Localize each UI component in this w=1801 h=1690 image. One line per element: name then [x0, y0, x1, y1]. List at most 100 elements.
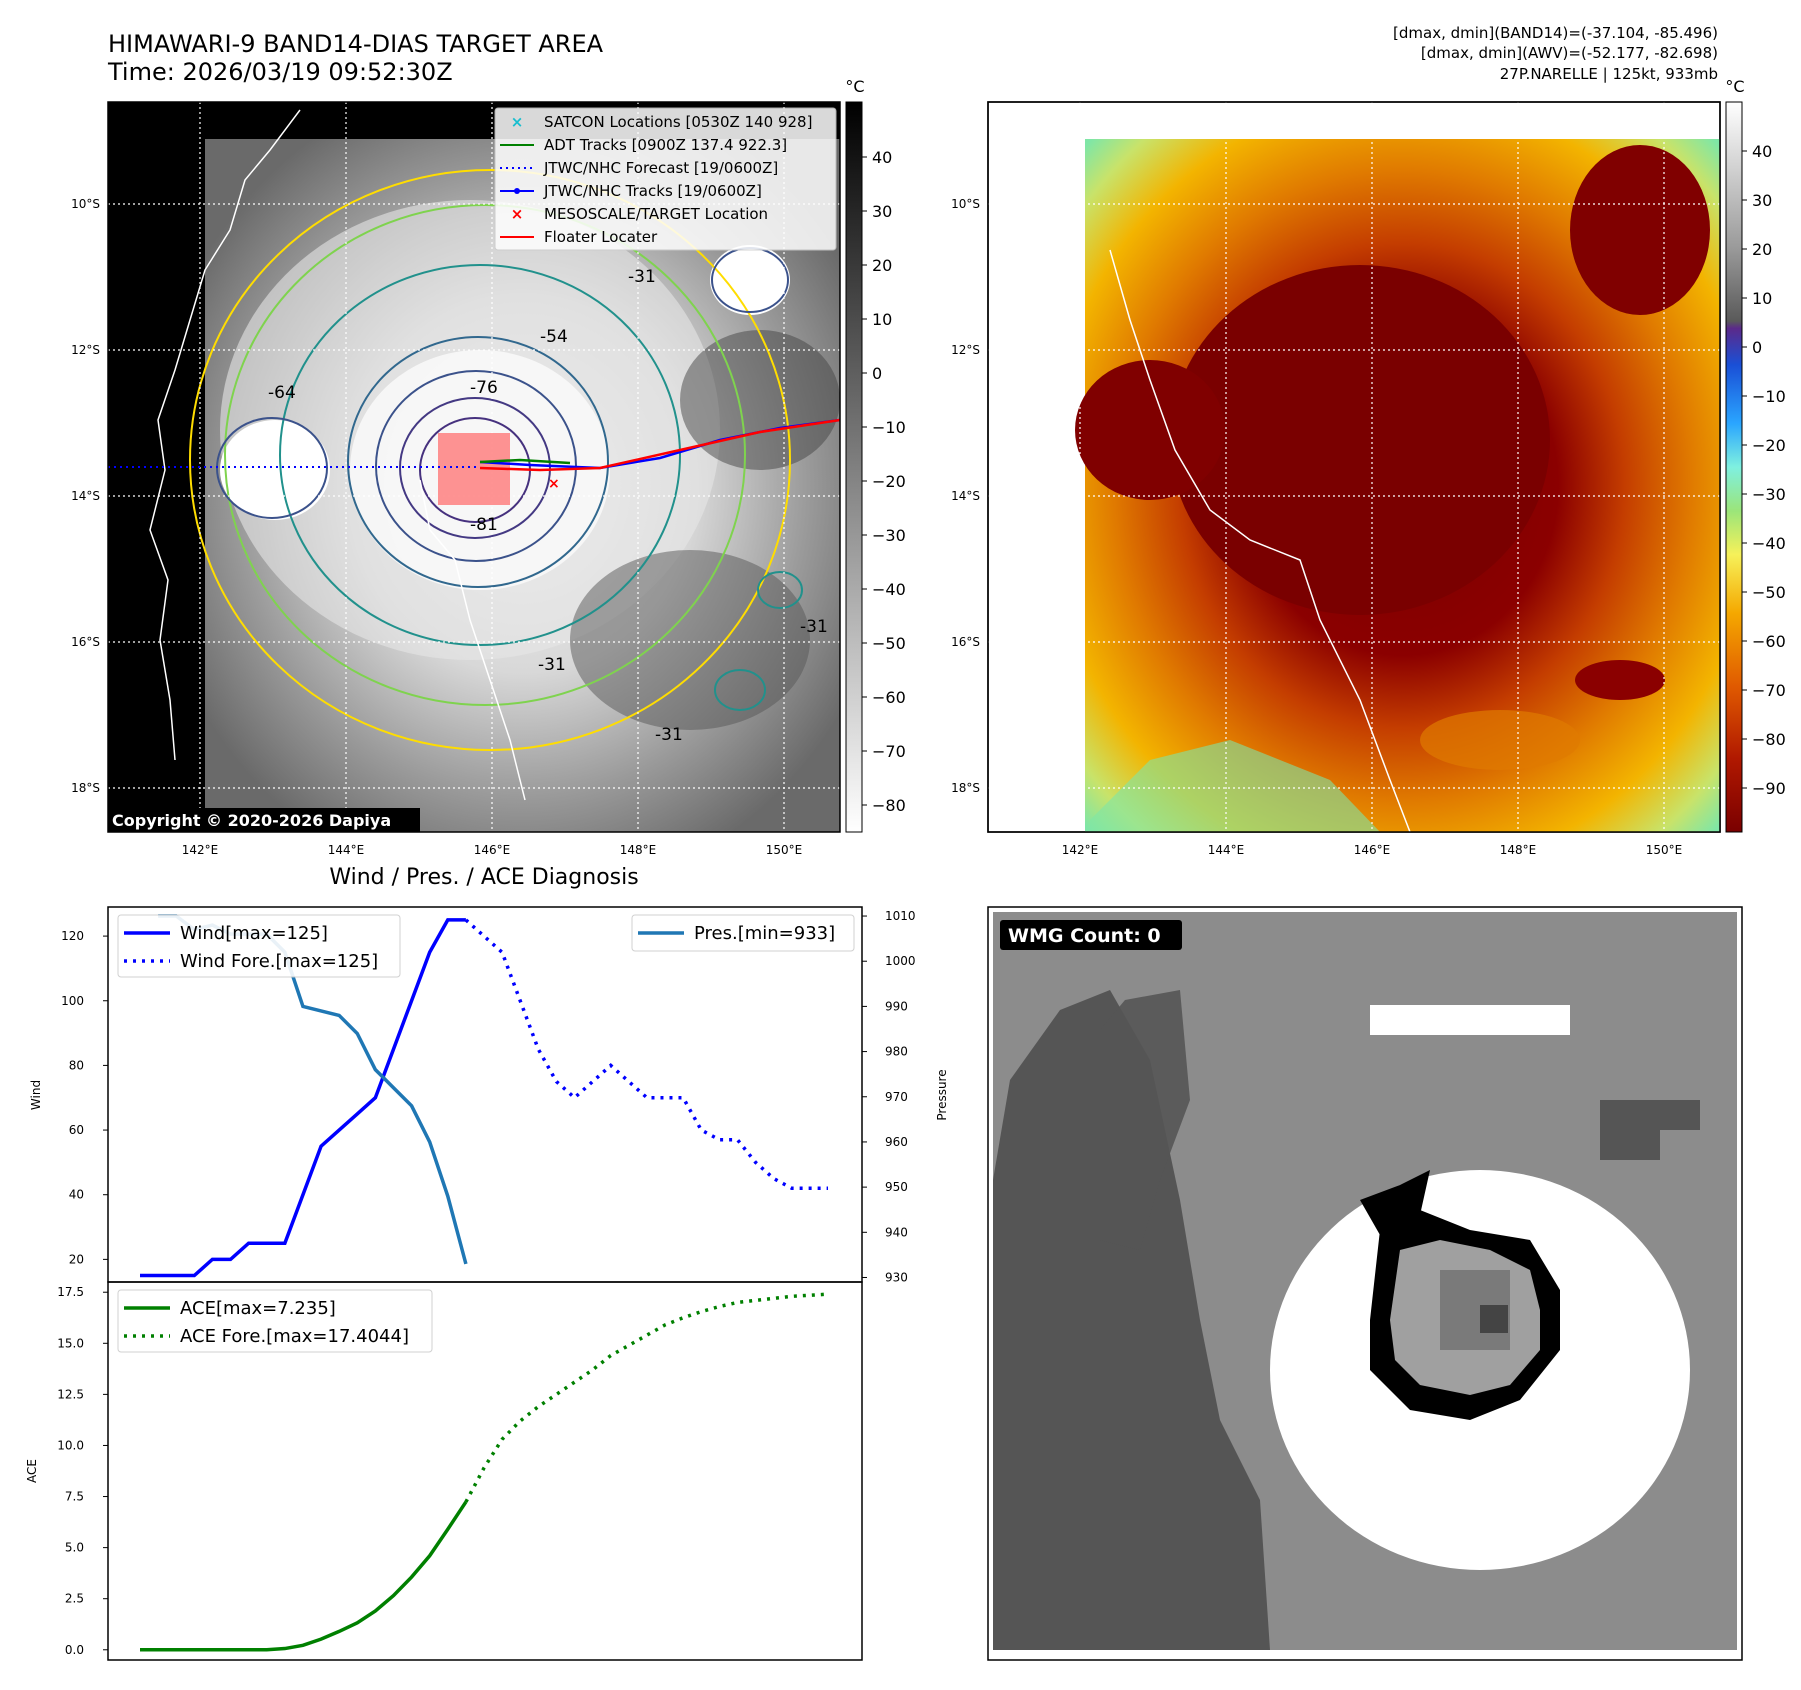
ace-tick-label: 15.0 — [57, 1336, 84, 1350]
legend-label: SATCON Locations [0530Z 140 928] — [544, 113, 812, 131]
lat-tick-label: 16°S — [951, 635, 980, 649]
legend-label: MESOSCALE/TARGET Location — [544, 205, 768, 223]
lon-tick-label: 150°E — [1646, 843, 1683, 857]
legend-label: Pres.[min=933] — [694, 923, 835, 944]
mesoscale-target-marker: × — [548, 476, 560, 492]
wind-legend: Wind[max=125] Wind Fore.[max=125] — [117, 914, 401, 978]
pressure-tick-label: 940 — [885, 1225, 908, 1239]
contour-label: -76 — [470, 378, 498, 398]
legend-entry: ADT Tracks [0900Z 137.4 922.3] — [500, 136, 787, 154]
ace-axis-label: ACE — [25, 1459, 39, 1483]
pressure-tick-label: 950 — [885, 1180, 908, 1194]
contour-label: -31 — [800, 617, 828, 637]
colorbar-tick-label: 20 — [872, 256, 892, 275]
colorbar-tick-label: −20 — [1752, 436, 1786, 455]
colorbar-tick-label: 10 — [1752, 289, 1772, 308]
legend-label: Wind[max=125] — [180, 923, 328, 944]
legend-entry: JTWC/NHC Tracks [19/0600Z] — [500, 182, 762, 200]
lon-tick-label: 142°E — [1062, 843, 1099, 857]
colorbar-tick-label: −60 — [872, 688, 906, 707]
colorbar-tick-label: 0 — [1752, 338, 1762, 357]
wind-tick-label: 80 — [69, 1058, 84, 1072]
legend-entry: JTWC/NHC Forecast [19/0600Z] — [500, 159, 778, 177]
legend-label: Wind Fore.[max=125] — [180, 951, 378, 972]
figure-title: HIMAWARI-9 BAND14-DIAS TARGET AREA — [108, 30, 604, 58]
lat-tick-label: 18°S — [951, 781, 980, 795]
lon-tick-label: 142°E — [182, 843, 219, 857]
colorbar-tick-label: −10 — [872, 418, 906, 437]
wind-tick-label: 120 — [61, 929, 84, 943]
pressure-axis-label: Pressure — [935, 1069, 949, 1120]
colorbar-unit: °C — [1725, 77, 1744, 96]
copyright-box — [108, 808, 420, 832]
colorbar-tick-label: 0 — [872, 364, 882, 383]
legend-label: JTWC/NHC Forecast [19/0600Z] — [543, 159, 778, 177]
lon-tick-label: 144°E — [1208, 843, 1245, 857]
ace-tick-label: 12.5 — [57, 1387, 84, 1401]
colorbar-tick-label: −60 — [1752, 632, 1786, 651]
lon-tick-label: 148°E — [620, 843, 657, 857]
series-line-ace — [140, 1500, 468, 1652]
lat-tick-label: 10°S — [951, 197, 980, 211]
legend-entry: × MESOSCALE/TARGET Location — [511, 205, 768, 223]
colorbar-tick-label: 10 — [872, 310, 892, 329]
copyright-text: Copyright © 2020-2026 Dapiya — [112, 811, 391, 830]
info-line-2: [dmax, dmin](AWV)=(-52.177, -82.698) — [1421, 44, 1718, 62]
ace-tick-label: 17.5 — [57, 1285, 84, 1299]
ace-tick-label: 10.0 — [57, 1438, 84, 1452]
wind-tick-label: 40 — [69, 1188, 84, 1202]
ace-tick-label: 0.0 — [65, 1643, 84, 1657]
legend-label: ADT Tracks [0900Z 137.4 922.3] — [544, 136, 787, 154]
series-line-wind — [140, 918, 466, 1278]
colorbar-tick-label: −80 — [872, 796, 906, 815]
contour-label: -64 — [268, 383, 296, 403]
wind-tick-label: 100 — [61, 994, 84, 1008]
colorbar-tick-label: −70 — [872, 742, 906, 761]
lon-tick-label: 146°E — [474, 843, 511, 857]
ace-axes — [107, 1281, 863, 1661]
wind-tick-label: 20 — [69, 1252, 84, 1266]
adt-track — [479, 458, 571, 465]
wmg-count-text: WMG Count: 0 — [1008, 925, 1161, 947]
wmg-panel — [987, 906, 1743, 1661]
chart-title: Wind / Pres. / ACE Diagnosis — [329, 865, 638, 890]
colorbar-tick-label: −70 — [1752, 681, 1786, 700]
lon-tick-label: 144°E — [328, 843, 365, 857]
grayscale-colorbar — [845, 101, 863, 833]
series-line-ace-forecast — [464, 1292, 829, 1503]
contour-label: -54 — [540, 327, 568, 347]
colorbar-unit: °C — [845, 77, 864, 96]
legend-entry: × SATCON Locations [0530Z 140 928] — [511, 113, 813, 131]
info-line-3: 27P.NARELLE | 125kt, 933mb — [1500, 65, 1718, 83]
colorbar-tick-label: 30 — [1752, 191, 1772, 210]
ir-color-map — [988, 102, 1720, 832]
pressure-tick-label: 1000 — [885, 954, 916, 968]
info-line-1: [dmax, dmin](BAND14)=(-37.104, -85.496) — [1393, 24, 1718, 42]
lat-tick-label: 14°S — [71, 489, 100, 503]
ace-tick-label: 5.0 — [65, 1541, 84, 1555]
lat-tick-label: 12°S — [951, 343, 980, 357]
contour-label: -31 — [538, 655, 566, 675]
contour-label: -81 — [470, 515, 498, 535]
pressure-tick-label: 970 — [885, 1090, 908, 1104]
colorbar-tick-label: 20 — [1752, 240, 1772, 259]
legend-label: ACE Fore.[max=17.4044] — [180, 1326, 409, 1347]
colorbar-tick-label: 40 — [1752, 142, 1772, 161]
colorbar-tick-label: −20 — [872, 472, 906, 491]
colorbar-tick-label: −50 — [1752, 583, 1786, 602]
ace-tick-label: 2.5 — [65, 1592, 84, 1606]
pressure-tick-label: 960 — [885, 1135, 908, 1149]
colorbar-tick-label: −30 — [1752, 485, 1786, 504]
legend-marker-x: × — [511, 205, 524, 223]
legend-label: Floater Locater — [544, 228, 658, 246]
ace-legend: ACE[max=7.235] ACE Fore.[max=17.4044] — [117, 1289, 433, 1353]
lat-tick-label: 16°S — [71, 635, 100, 649]
colorbar-tick-label: 40 — [872, 148, 892, 167]
colorbar-tick-label: −40 — [1752, 534, 1786, 553]
lon-tick-label: 146°E — [1354, 843, 1391, 857]
color-colorbar — [1725, 101, 1743, 833]
lat-tick-label: 12°S — [71, 343, 100, 357]
legend-marker-x: × — [511, 113, 524, 131]
floater-track — [479, 418, 840, 472]
